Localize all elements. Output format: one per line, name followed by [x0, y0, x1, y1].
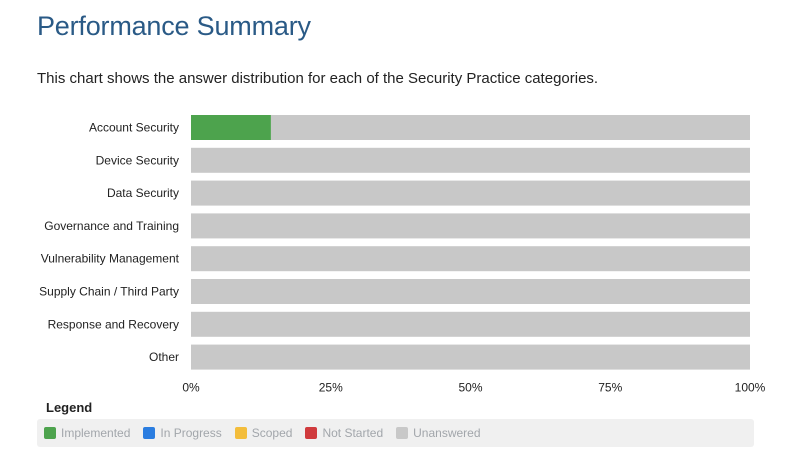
- page-title: Performance Summary: [37, 11, 311, 41]
- bar-unanswered-governance-and-training[interactable]: [191, 213, 750, 239]
- category-label-supply-chain-third-party: Supply Chain / Third Party: [39, 285, 179, 299]
- x-tick-label: 75%: [598, 381, 622, 395]
- bar-unanswered-response-and-recovery[interactable]: [191, 311, 750, 337]
- legend-item-not-started[interactable]: Not Started: [305, 426, 383, 440]
- legend-item-in-progress[interactable]: In Progress: [143, 426, 222, 440]
- category-label-data-security: Data Security: [107, 186, 179, 200]
- stacked-bar-chart: Account Security Device Security Data Secu…: [39, 115, 766, 395]
- category-label-response-and-recovery: Response and Recovery: [48, 317, 179, 331]
- category-label-other: Other: [149, 350, 179, 364]
- x-tick-label: 100%: [735, 381, 766, 395]
- category-label-vulnerability-management: Vulnerability Management: [41, 252, 180, 266]
- x-tick-label: 0%: [182, 381, 200, 395]
- legend-item-implemented[interactable]: Implemented: [44, 426, 130, 440]
- x-tick-label: 25%: [319, 381, 343, 395]
- legend-label-in-progress: In Progress: [160, 426, 222, 440]
- legend-label-scoped: Scoped: [251, 426, 293, 440]
- legend-label-not-started: Not Started: [322, 426, 384, 440]
- bar-unanswered-data-security[interactable]: [191, 180, 750, 206]
- bar-unanswered-other[interactable]: [191, 344, 750, 370]
- legend-swatch-not-started: [305, 427, 318, 439]
- category-label-device-security: Device Security: [96, 153, 179, 167]
- bar-implemented-account-security[interactable]: [191, 115, 271, 140]
- legend-item-scoped[interactable]: Scoped: [234, 426, 293, 440]
- category-label-account-security: Account Security: [89, 121, 179, 135]
- legend-label-implemented: Implemented: [61, 426, 131, 440]
- legend-title: Legend: [46, 400, 93, 415]
- legend-swatch-implemented: [44, 427, 56, 439]
- category-label-governance-and-training: Governance and Training: [44, 219, 179, 233]
- bar-unanswered-account-security[interactable]: [270, 115, 750, 140]
- x-tick-label: 50%: [458, 381, 482, 395]
- chart-description: This chart shows the answer distribution…: [37, 70, 599, 87]
- legend-swatch-unanswered: [396, 427, 409, 439]
- legend-label-unanswered: Unanswered: [413, 426, 481, 440]
- legend: Implemented In Progress Scoped Not Started U…: [37, 419, 754, 447]
- bar-unanswered-vulnerability-management[interactable]: [191, 246, 750, 272]
- legend-item-unanswered[interactable]: Unanswered: [396, 426, 481, 440]
- legend-swatch-scoped: [234, 427, 247, 439]
- bar-unanswered-device-security[interactable]: [191, 147, 750, 173]
- bar-unanswered-supply-chain-third-party[interactable]: [191, 279, 750, 304]
- legend-swatch-in-progress: [143, 427, 156, 439]
